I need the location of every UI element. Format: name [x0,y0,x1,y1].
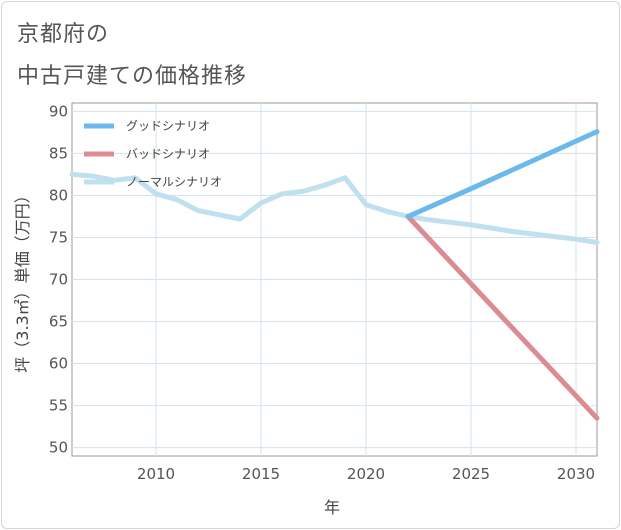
y-tick-65: 65 [49,313,68,331]
grid-lines [72,103,597,456]
x-axis-title: 年 [324,498,340,517]
y-tick-55: 55 [49,397,68,415]
chart-title-line1: 京都府の [17,22,110,47]
y-tick-80: 80 [49,186,68,204]
y-tick-50: 50 [49,439,68,457]
y-tick-75: 75 [49,228,68,246]
legend-label-1: バッドシナリオ [126,147,210,161]
series-layer [69,129,600,421]
y-tick-70: 70 [49,271,68,289]
legend-label-0: グッドシナリオ [126,119,210,133]
axis-ticks: 2010 2015 2020 2025 2030 50 55 60 65 70 75 80 85 90 [49,102,595,483]
series-line-2 [69,171,600,245]
y-tick-60: 60 [49,355,68,373]
legend-label-2: ノーマルシナリオ [126,175,222,189]
x-tick-2020: 2020 [347,465,385,483]
x-tick-2015: 2015 [242,465,280,483]
x-tick-2025: 2025 [452,465,490,483]
y-axis-title: 坪（3.3㎡）単価（万円） [13,187,32,372]
x-tick-2010: 2010 [137,465,175,483]
series-line-1 [405,214,600,421]
y-tick-90: 90 [49,102,68,120]
x-tick-2030: 2030 [557,465,595,483]
series-line-0 [405,129,600,219]
y-tick-85: 85 [49,144,68,162]
chart-title-line2: 中古戸建ての価格推移 [17,64,248,89]
